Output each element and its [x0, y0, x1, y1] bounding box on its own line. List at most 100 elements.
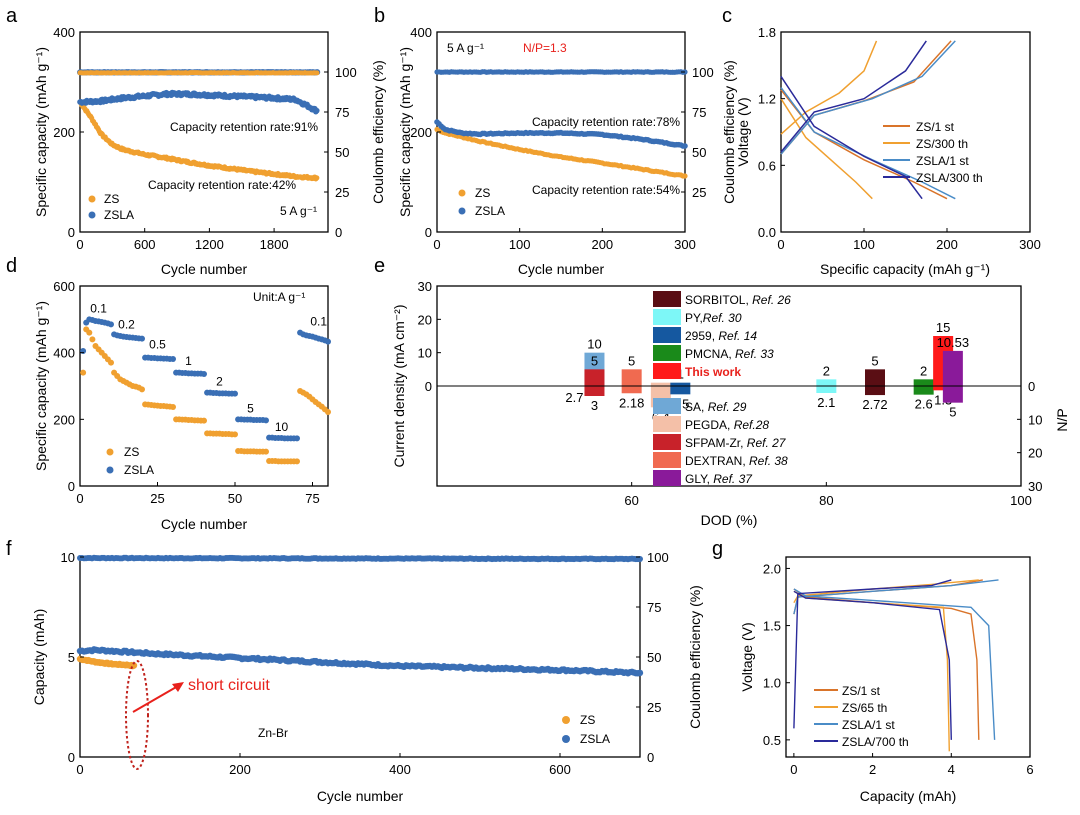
x-tick-label: 0: [76, 491, 83, 506]
panel-f-legend-zs-marker: [562, 716, 570, 724]
rate-point-zsla: [325, 338, 331, 345]
y2-tick-label: 20: [1028, 446, 1042, 461]
bar-current-label: 5: [591, 353, 598, 368]
bar-np-label: 2.72: [862, 397, 887, 412]
panel-d-legend-zsla-marker: [106, 466, 114, 474]
panel-b-rate: 5 A g⁻¹: [447, 41, 484, 55]
rate-label: 2: [216, 374, 223, 388]
rate-point-zsla: [108, 321, 114, 328]
x-tick-label: 0: [76, 237, 83, 252]
x-tick-label: 0: [790, 762, 797, 777]
panel-b-legend-zs-marker: [458, 189, 466, 197]
panel-g-frame: [785, 556, 1031, 758]
panel-b-ylabel: Specific capacity (mAh g⁻¹): [397, 47, 413, 217]
y2-tick-label: 0: [1028, 379, 1035, 394]
bar-np-label: 3: [591, 398, 598, 413]
panel-d-marks: [80, 316, 331, 465]
rate-point-zs: [263, 448, 269, 455]
panel-b-marks: [434, 69, 688, 179]
panel-e-y2label: N/P: [1054, 408, 1070, 431]
panel-c-xlabel: Specific capacity (mAh g⁻¹): [820, 261, 990, 277]
legend-swatch: [653, 416, 681, 432]
panel-label-d: d: [6, 255, 17, 277]
bar-np: [913, 386, 934, 395]
panel-g-legend: ZS/1 st ZS/65 th ZSLA/1 st ZSLA/700 th: [814, 684, 909, 749]
legend-swatch: [653, 470, 681, 486]
panel-a-legend-zsla: ZSLA: [104, 208, 134, 222]
y-tick-label: 600: [53, 279, 75, 294]
panel-label-c: c: [722, 5, 732, 27]
panel-a-legend-zs: ZS: [104, 192, 119, 206]
panel-f-legend-zs: ZS: [580, 713, 595, 727]
panel-a: 0 600 1200 1800 0 200 400 0 25 50 75 100 Cycle numb…: [33, 25, 357, 277]
y-tick-label: 0: [68, 479, 75, 494]
panel-e: 10532.752.1816.412.522.152.7222.6151.310…: [391, 279, 1070, 528]
panel-d-xlabel: Cycle number: [161, 516, 248, 532]
bar-np: [621, 386, 642, 394]
panel-d-unit: Unit:A g⁻¹: [253, 290, 305, 304]
x-tick-label: 1200: [195, 237, 224, 252]
capacity-point-zsla: [682, 143, 688, 149]
y2-tick-label: 50: [335, 145, 349, 160]
discharge-curve: [780, 98, 873, 200]
legend-label: ZSLA/1 st: [842, 718, 895, 732]
y2-tick-label: 100: [647, 550, 669, 565]
y2-tick-label: 0: [335, 225, 342, 240]
legend-label: ZSLA/1 st: [916, 154, 969, 168]
panel-f-short-circuit-label: short circuit: [188, 677, 270, 694]
panel-b-legend-zs: ZS: [475, 186, 490, 200]
bar-np-label: 2.6: [915, 397, 933, 412]
rate-label: 1: [185, 354, 192, 368]
panel-e-legend: SORBITOL, Ref. 26 PY,Ref. 30 2959, Ref. 14…: [653, 291, 791, 486]
x-tick-label: 600: [134, 237, 156, 252]
rate-point-zs: [86, 329, 93, 336]
y2-tick-label: 50: [647, 650, 661, 665]
legend-label: PMCNA, Ref. 33: [685, 347, 774, 361]
discharge-curve: [793, 588, 996, 740]
x-tick-label: 75: [305, 491, 319, 506]
y2-tick-label: 75: [692, 105, 706, 120]
discharge-curve: [780, 75, 923, 200]
x-tick-label: 0: [433, 237, 440, 252]
x-tick-label: 200: [229, 762, 251, 777]
legend-swatch: [653, 309, 681, 325]
bar-extra-label: 2.7: [565, 390, 583, 405]
rate-label: 5: [247, 402, 254, 416]
x-tick-label: 60: [624, 493, 638, 508]
rate-label: 0.1: [310, 314, 327, 328]
panel-a-annotation-42: Capacity retention rate:42%: [148, 178, 296, 192]
legend-label: 2959, Ref. 14: [685, 329, 757, 343]
y2-tick-label: 75: [647, 600, 661, 615]
rate-point-zsla: [201, 371, 207, 377]
panel-label-f: f: [6, 538, 12, 560]
panel-a-legend-zs-marker: [88, 195, 96, 203]
legend-label: ZSLA/300 th: [916, 171, 983, 185]
panel-c-legend: ZS/1 st ZS/300 th ZSLA/1 st ZSLA/300 th: [883, 120, 983, 185]
panel-g: 0 2 4 6 0.5 1.0 1.5 2.0 ZS/1 st ZS/65 th ZSLA/1 s…: [739, 556, 1034, 804]
bar-current: [913, 379, 934, 386]
y2-tick-label: 100: [692, 65, 714, 80]
y-tick-label: 0: [68, 225, 75, 240]
bar-np: [816, 386, 837, 393]
legend-label: ZS/65 th: [842, 701, 887, 715]
ce-point-zs: [314, 70, 320, 76]
bar-current: [942, 350, 963, 386]
rate-label: 0.1: [90, 302, 107, 316]
legend-label: SFPAM-Zr, Ref. 27: [685, 436, 787, 450]
bar-current-label: 2: [920, 363, 927, 378]
legend-label: This work: [685, 365, 741, 379]
panel-a-legend-zsla-marker: [88, 211, 96, 219]
y2-tick-label: 25: [335, 185, 349, 200]
y-tick-label: 1.2: [758, 92, 776, 107]
bar-current-label: 15: [936, 320, 950, 335]
panel-d-ylabel: Specific capacity (mAh g⁻¹): [33, 301, 49, 471]
x-tick-label: 50: [228, 491, 242, 506]
panel-b-y2label: Coulomb efficiency (%): [721, 60, 737, 204]
x-tick-label: 1800: [260, 237, 289, 252]
charge-curve: [793, 579, 999, 615]
y-tick-label: 30: [418, 279, 432, 294]
rate-point-zs: [89, 336, 96, 343]
legend-swatch: [653, 452, 681, 468]
